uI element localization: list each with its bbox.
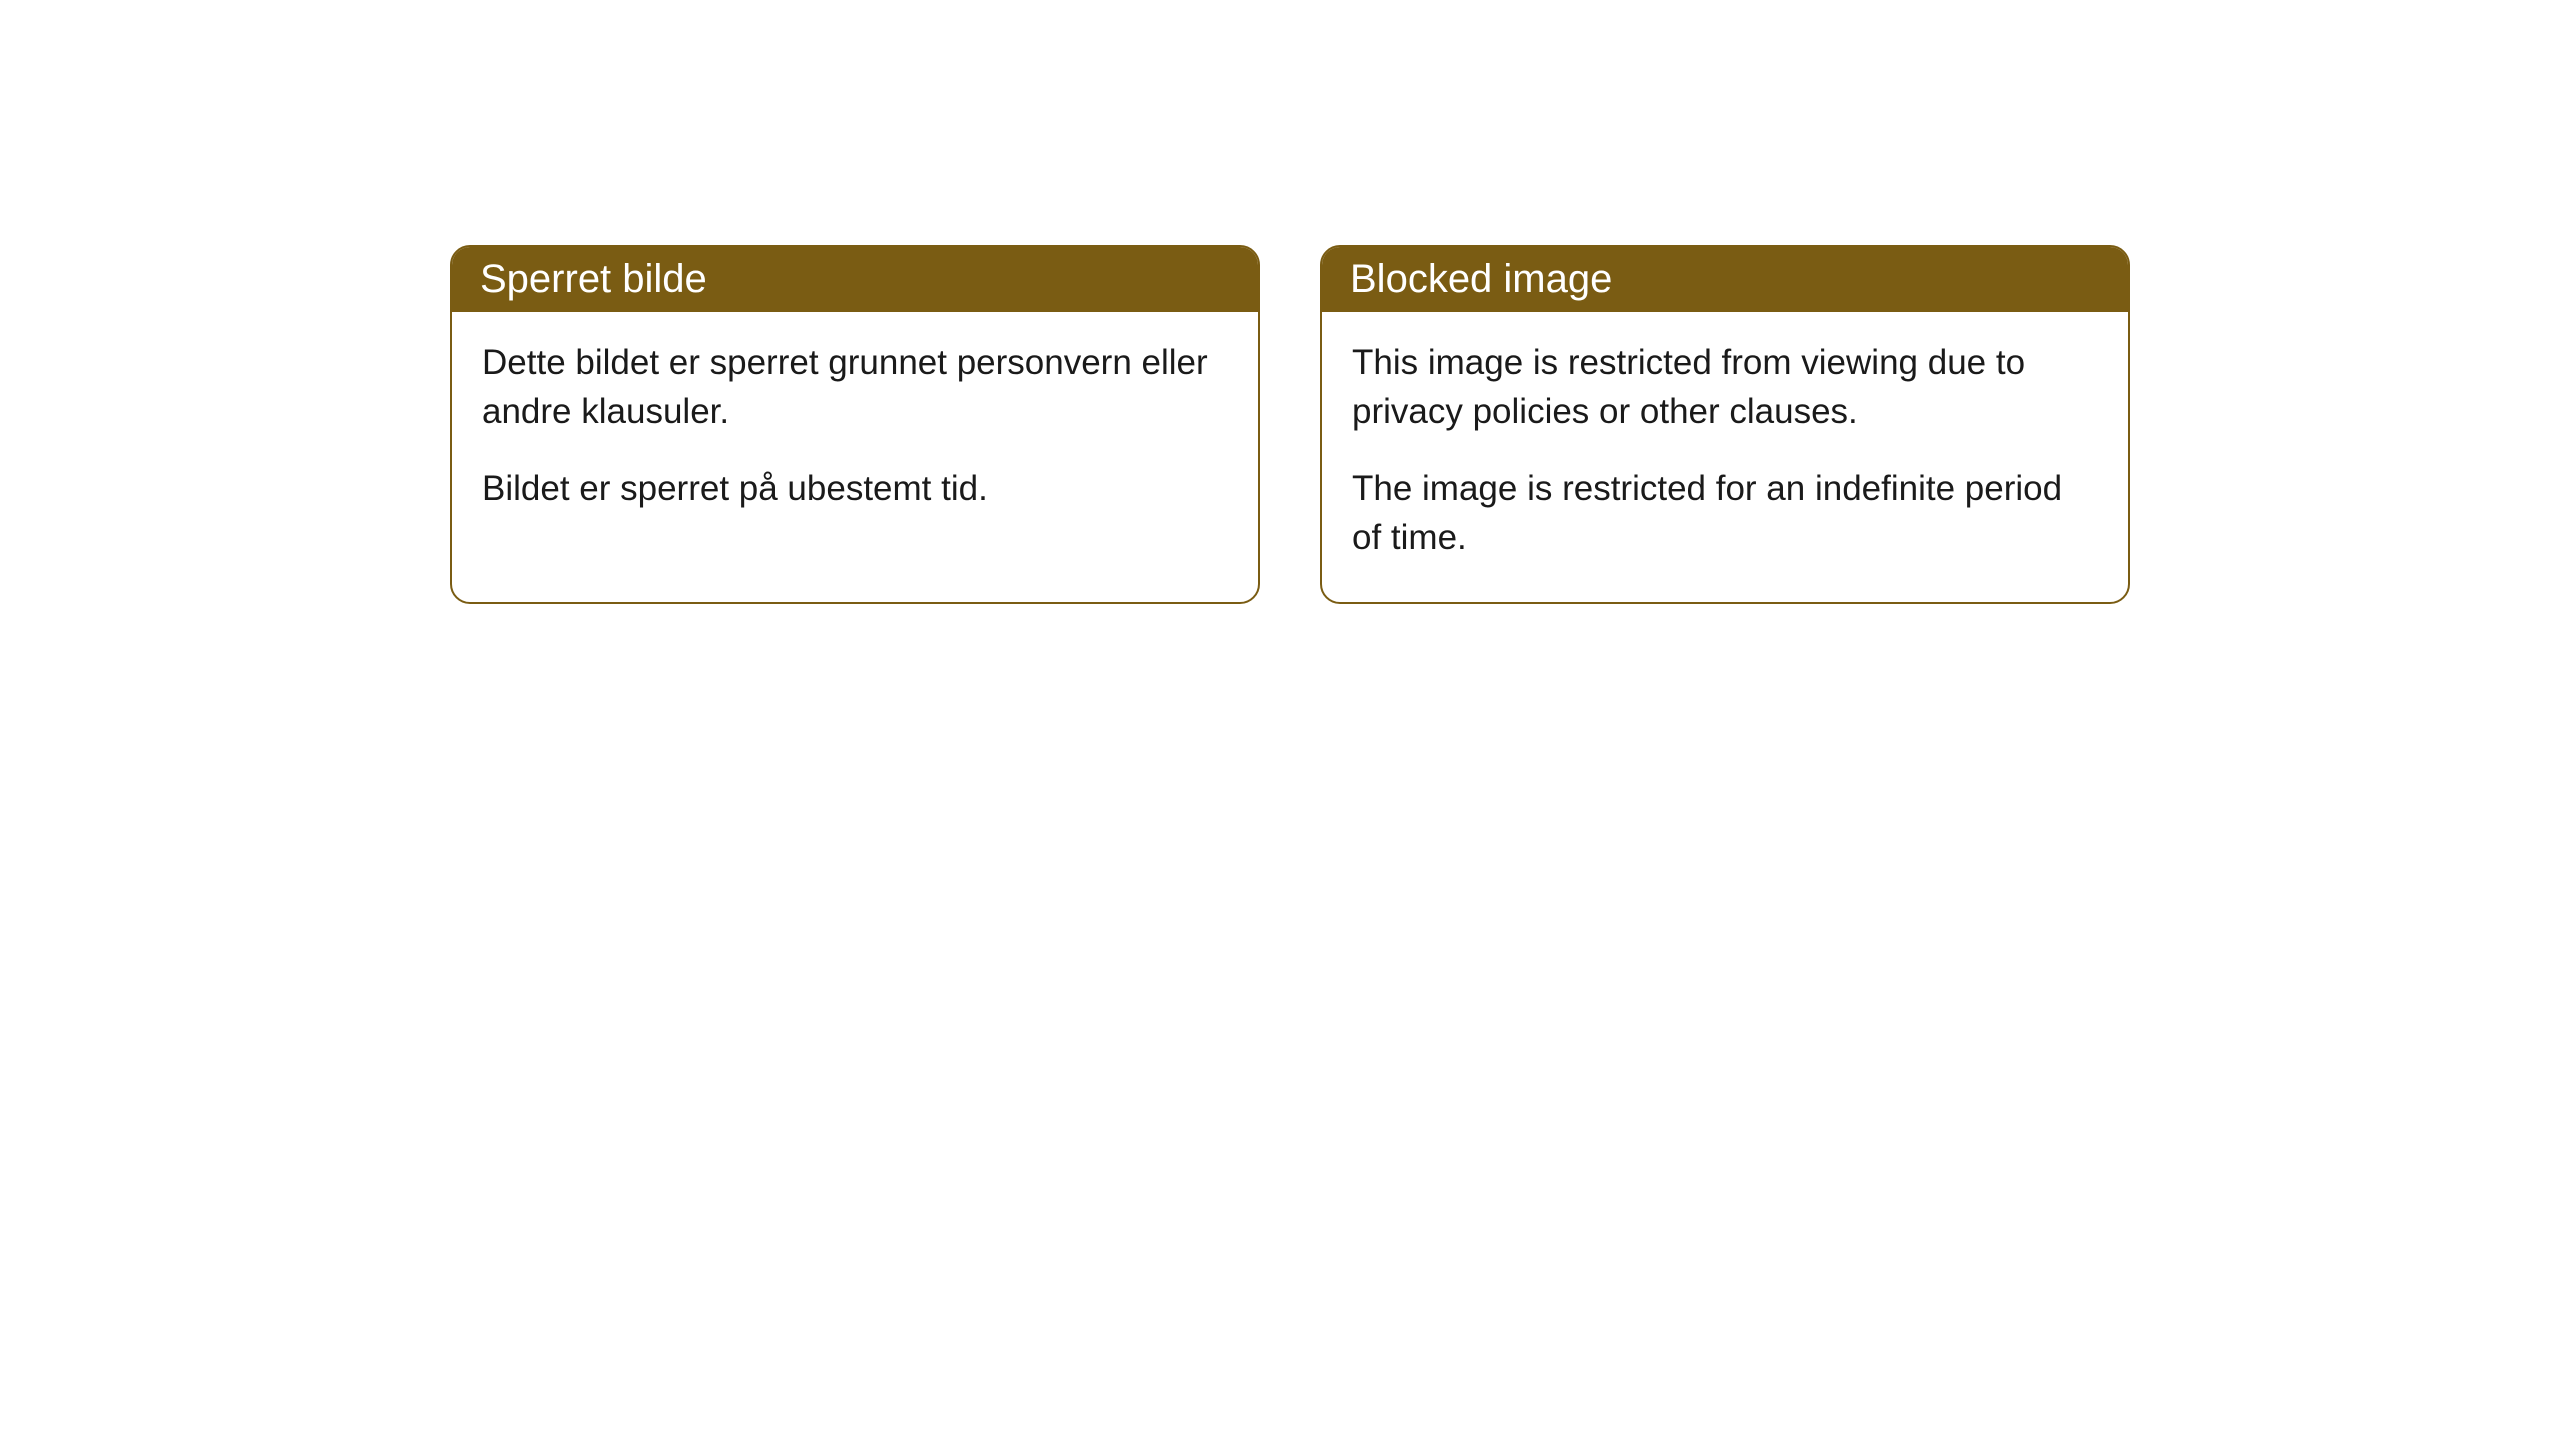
card-paragraph: Dette bildet er sperret grunnet personve…	[482, 338, 1228, 436]
card-header-english: Blocked image	[1322, 247, 2128, 312]
card-title-norwegian: Sperret bilde	[480, 257, 707, 301]
card-body-english: This image is restricted from viewing du…	[1322, 312, 2128, 602]
notice-container: Sperret bilde Dette bildet er sperret gr…	[0, 0, 2560, 604]
card-title-english: Blocked image	[1350, 257, 1612, 301]
notice-card-norwegian: Sperret bilde Dette bildet er sperret gr…	[450, 245, 1260, 604]
notice-card-english: Blocked image This image is restricted f…	[1320, 245, 2130, 604]
card-paragraph: Bildet er sperret på ubestemt tid.	[482, 464, 1228, 513]
card-paragraph: This image is restricted from viewing du…	[1352, 338, 2098, 436]
card-paragraph: The image is restricted for an indefinit…	[1352, 464, 2098, 562]
card-header-norwegian: Sperret bilde	[452, 247, 1258, 312]
card-body-norwegian: Dette bildet er sperret grunnet personve…	[452, 312, 1258, 553]
